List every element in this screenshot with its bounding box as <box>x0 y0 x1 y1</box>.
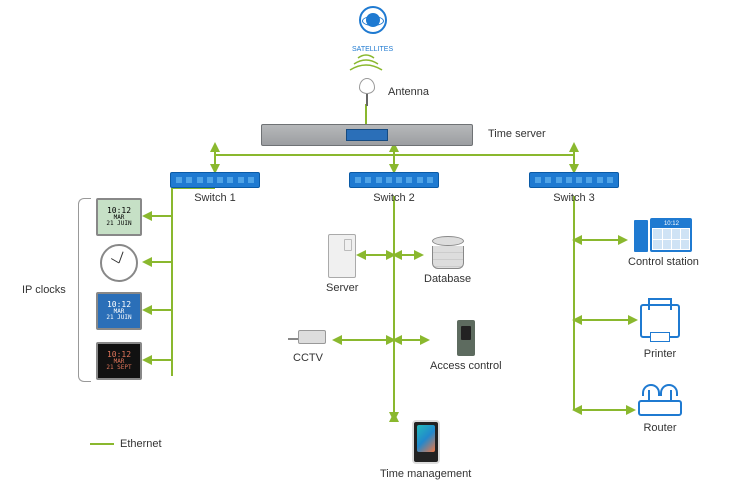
antenna-icon <box>359 78 375 94</box>
antenna-node <box>359 78 375 106</box>
clock-lcd-dark: 10:12 MAR 21 SEPT <box>96 342 142 380</box>
printer-label: Printer <box>644 348 676 360</box>
time-mgmt-node: Time management <box>380 420 471 480</box>
time-server-label: Time server <box>488 128 546 140</box>
clock-lcd-blue: 10:12 MAR 21 JUIN <box>96 292 142 330</box>
router-label: Router <box>643 422 676 434</box>
digital-clock-icon: 10:12 MAR 21 SEPT <box>96 342 142 380</box>
switch3-label: Switch 3 <box>553 192 595 204</box>
switch3-node: Switch 3 <box>529 172 619 204</box>
server-node: Server <box>326 234 358 294</box>
time-mgmt-device-icon <box>412 420 440 464</box>
digital-clock-icon: 10:12 MAR 21 JUIN <box>96 198 142 236</box>
access-control-icon <box>457 320 475 356</box>
switch-icon <box>349 172 439 188</box>
database-label: Database <box>424 273 471 285</box>
legend-ethernet-label: Ethernet <box>120 438 162 450</box>
satellite-icon <box>359 6 387 34</box>
time-mgmt-label: Time management <box>380 468 471 480</box>
router-icon <box>638 400 682 416</box>
satellites-label: SATELLITES <box>352 46 393 53</box>
cctv-icon <box>288 328 328 348</box>
switch2-label: Switch 2 <box>373 192 415 204</box>
database-icon <box>432 236 464 269</box>
switch2-node: Switch 2 <box>349 172 439 204</box>
router-node: Router <box>638 400 682 434</box>
ip-clocks-bracket <box>78 198 91 382</box>
legend-ethernet: Ethernet <box>90 438 162 450</box>
clock-lcd-green: 10:12 MAR 21 JUIN <box>96 198 142 236</box>
time-server-node <box>261 124 473 146</box>
switch-icon <box>170 172 260 188</box>
rack-server-icon <box>261 124 473 146</box>
switch1-node: Switch 1 <box>170 172 260 204</box>
server-label: Server <box>326 282 358 294</box>
printer-node: Printer <box>640 304 680 360</box>
printer-icon <box>640 304 680 338</box>
cctv-label: CCTV <box>293 352 323 364</box>
analog-clock-icon <box>100 244 138 282</box>
digital-clock-icon: 10:12 MAR 21 JUIN <box>96 292 142 330</box>
cctv-node: CCTV <box>288 328 328 364</box>
satellites-node: SATELLITES <box>352 6 393 21</box>
switch-icon <box>529 172 619 188</box>
legend-line-icon <box>90 443 114 445</box>
control-station-icon: 10:12 <box>634 218 692 252</box>
control-station-node: 10:12 Control station <box>628 218 699 268</box>
server-tower-icon <box>328 234 356 278</box>
ip-clocks-label: IP clocks <box>22 284 66 296</box>
clock-analog <box>100 244 138 282</box>
database-node: Database <box>424 236 471 285</box>
control-station-label: Control station <box>628 256 699 268</box>
antenna-label: Antenna <box>388 86 429 98</box>
access-control-node: Access control <box>430 320 502 372</box>
switch1-label: Switch 1 <box>194 192 236 204</box>
access-control-label: Access control <box>430 360 502 372</box>
